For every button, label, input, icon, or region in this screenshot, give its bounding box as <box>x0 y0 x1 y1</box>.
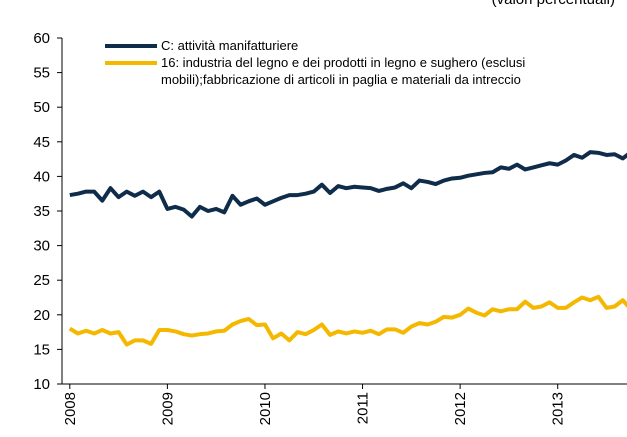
legend: C: attività manifatturiere 16: industria … <box>105 37 601 88</box>
y-tick-label: 20 <box>33 307 50 324</box>
y-tick-label: 50 <box>33 99 50 116</box>
y-tick-label: 60 <box>33 30 50 47</box>
y-tick-label: 55 <box>33 65 50 82</box>
x-tick-label: 2009 <box>159 392 176 425</box>
legend-swatch <box>105 61 157 65</box>
y-tick-label: 35 <box>33 203 50 220</box>
chart-subtitle: (valori percentuali) <box>492 0 615 8</box>
y-tick-label: 45 <box>33 134 50 151</box>
x-tick-label: 2010 <box>257 392 274 425</box>
y-tick-label: 10 <box>33 376 50 393</box>
series-line <box>69 150 627 219</box>
x-tick-label: 2011 <box>355 392 372 424</box>
legend-label: C: attività manifatturiere <box>161 38 299 53</box>
y-tick-label: 40 <box>33 168 50 185</box>
legend-swatch <box>105 44 157 48</box>
x-tick-label: 2013 <box>550 392 567 425</box>
x-tick-label: 2012 <box>452 392 469 425</box>
legend-item: 16: industria del legno e dei prodotti i… <box>105 54 601 88</box>
x-tick-label: 2008 <box>62 392 79 425</box>
legend-item: C: attività manifatturiere <box>105 37 601 54</box>
series-line <box>68 294 627 347</box>
legend-label: 16: industria del legno e dei prodotti i… <box>161 55 526 87</box>
y-tick-label: 25 <box>33 272 50 289</box>
y-tick-label: 15 <box>33 341 50 358</box>
y-tick-label: 30 <box>33 238 50 255</box>
